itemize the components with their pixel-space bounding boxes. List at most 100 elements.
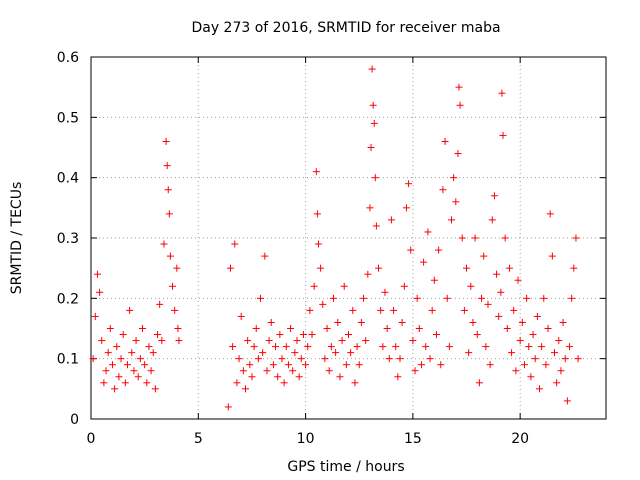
data-point [327, 343, 335, 351]
data-point [250, 343, 258, 351]
data-point [441, 137, 449, 145]
data-point [156, 300, 164, 308]
data-point [332, 349, 340, 357]
data-point [520, 361, 528, 369]
data-point [360, 294, 368, 302]
data-point [147, 367, 155, 375]
data-point [244, 337, 252, 345]
data-point [115, 373, 123, 381]
data-point [248, 373, 256, 381]
data-point [471, 234, 479, 242]
y-tick-label: 0.3 [57, 231, 79, 247]
x-axis-label: GPS time / hours [287, 459, 404, 475]
data-point [497, 288, 505, 296]
data-point [544, 325, 552, 332]
y-tick-label: 0.4 [57, 171, 79, 187]
data-point [263, 367, 271, 375]
x-axis-ticks: 0 5 10 15 20 [87, 57, 529, 447]
data-point [134, 373, 142, 381]
data-point [136, 355, 144, 363]
data-point [369, 101, 377, 109]
data-point [175, 337, 183, 345]
data-point [108, 361, 116, 369]
data-point [501, 234, 509, 242]
data-point [411, 367, 419, 375]
data-point [527, 373, 535, 381]
data-point [390, 306, 398, 314]
data-point [370, 119, 378, 127]
data-point [323, 325, 331, 332]
data-point [484, 300, 492, 308]
data-point [239, 367, 247, 375]
data-point [460, 306, 468, 314]
data-point [313, 210, 321, 218]
data-point [432, 331, 440, 339]
data-point [561, 355, 569, 363]
x-tick-label: 15 [404, 431, 422, 447]
data-point [546, 210, 554, 218]
data-point [465, 349, 473, 357]
data-point [166, 252, 174, 260]
data-point [426, 355, 434, 363]
data-point [450, 174, 458, 182]
y-tick-label: 0 [70, 412, 79, 428]
data-point [345, 331, 352, 339]
data-point [154, 331, 162, 339]
data-point [398, 318, 406, 326]
data-point [100, 379, 108, 387]
data-point [364, 270, 372, 278]
data-point [93, 270, 101, 278]
data-point [572, 234, 580, 242]
data-point [102, 367, 110, 375]
data-point [104, 349, 112, 357]
y-axis-label: SRMTID / TECUs [9, 182, 25, 295]
data-point [362, 337, 370, 345]
data-point [106, 325, 114, 332]
data-point [385, 355, 393, 363]
data-point [482, 343, 490, 351]
data-point [499, 131, 507, 139]
data-point [443, 294, 451, 302]
data-point [535, 385, 543, 393]
data-point [455, 83, 463, 91]
data-point [493, 270, 501, 278]
data-point [312, 168, 320, 176]
data-point [121, 379, 129, 387]
data-point [445, 343, 453, 351]
data-point [394, 373, 402, 381]
data-point [123, 361, 131, 369]
data-point [428, 306, 436, 314]
data-point [568, 294, 576, 302]
data-point [334, 318, 342, 326]
data-point [261, 252, 269, 260]
data-point [357, 318, 365, 326]
data-point [557, 367, 565, 375]
y-tick-label: 0.1 [57, 352, 79, 368]
data-point [113, 343, 121, 351]
data-point [171, 306, 179, 314]
x-tick-label: 20 [511, 431, 529, 447]
data-point [289, 367, 297, 375]
data-point [224, 403, 232, 411]
data-point [246, 361, 254, 369]
data-point [145, 343, 153, 351]
data-point [165, 210, 173, 218]
x-tick-label: 5 [194, 431, 203, 447]
data-point [141, 361, 149, 369]
data-point [396, 355, 404, 363]
data-point [417, 361, 425, 369]
data-point [467, 282, 475, 290]
data-point [269, 361, 277, 369]
data-point [387, 216, 395, 224]
data-point [226, 264, 234, 272]
data-point [498, 89, 506, 97]
grid [91, 57, 606, 419]
data-point [413, 294, 421, 302]
data-point [478, 294, 486, 302]
data-point [366, 204, 374, 212]
data-point [342, 361, 350, 369]
data-point [274, 373, 282, 381]
data-point [510, 306, 518, 314]
data-point [540, 294, 548, 302]
data-point [306, 306, 314, 314]
